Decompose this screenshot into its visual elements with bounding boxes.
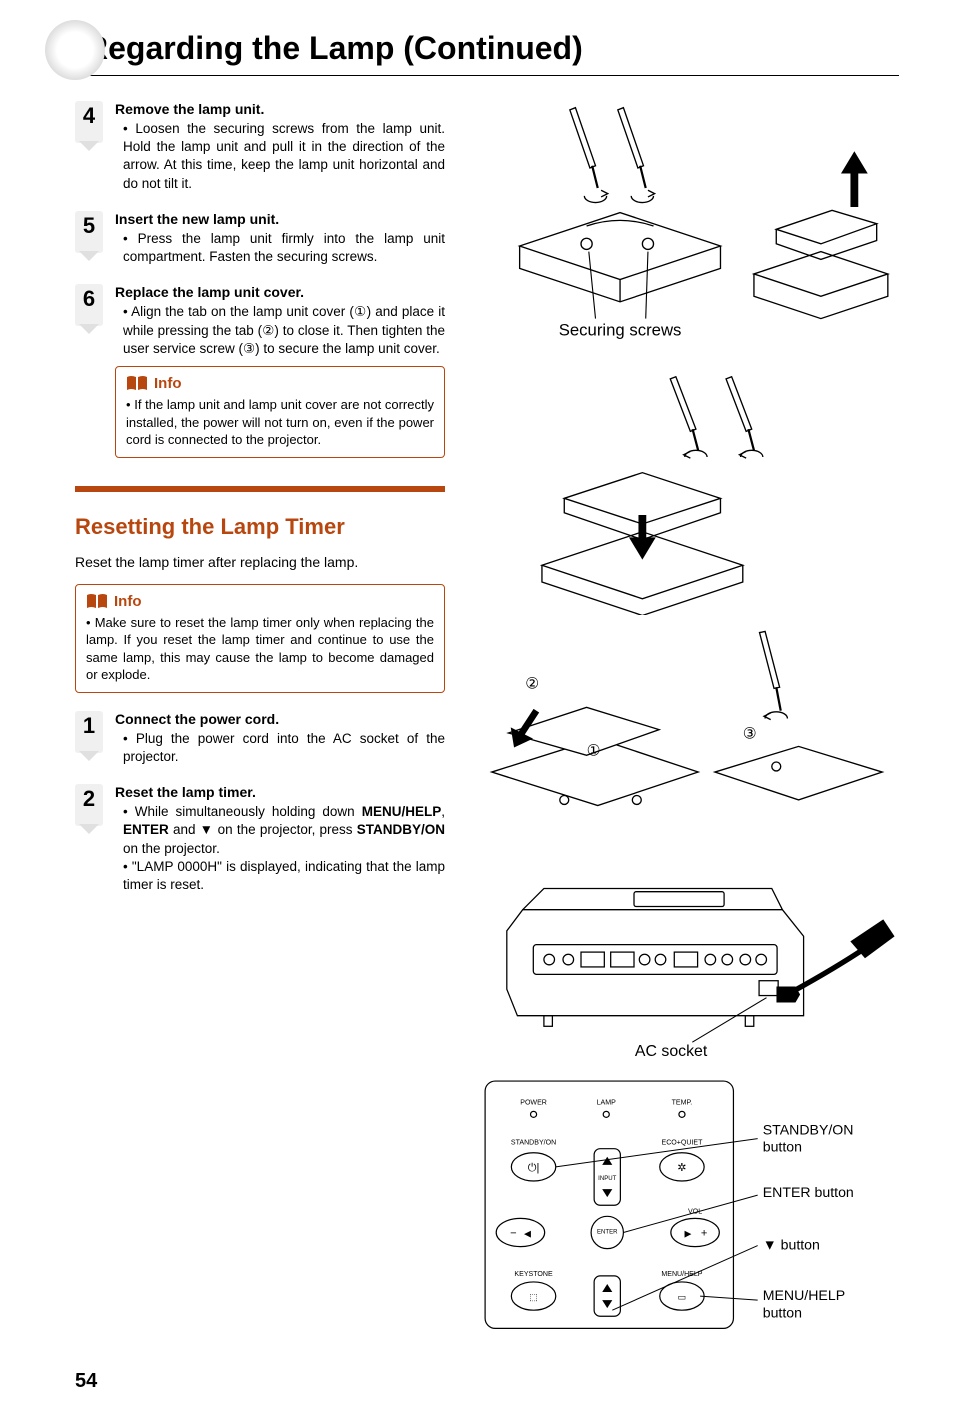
enter-callout: ENTER button	[763, 1184, 854, 1200]
info-label: Info	[114, 593, 142, 610]
circled-3: ③	[743, 726, 757, 743]
step-number: 4	[75, 101, 103, 143]
svg-text:▭: ▭	[678, 1292, 687, 1302]
info-body: If the lamp unit and lamp unit cover are…	[126, 396, 434, 449]
enter-label: ENTER	[597, 1229, 618, 1235]
step-6: 6 Replace the lamp unit cover. Align the…	[75, 284, 445, 457]
step-title: Connect the power cord.	[115, 711, 445, 727]
svg-text:◀: ◀	[524, 1228, 531, 1238]
section-intro: Reset the lamp timer after replacing the…	[75, 554, 445, 570]
figure-projector-rear: AC socket	[475, 862, 899, 1063]
temp-label: TEMP.	[672, 1099, 693, 1106]
step-body: Press the lamp unit firmly into the lamp…	[123, 230, 445, 266]
securing-screws-label: Securing screws	[559, 320, 682, 339]
book-icon	[126, 375, 148, 391]
book-icon	[86, 593, 108, 609]
section-heading: Resetting the Lamp Timer	[75, 514, 445, 540]
circled-1: ①	[587, 742, 601, 759]
step-number: 2	[75, 784, 103, 826]
svg-text:▶: ▶	[685, 1228, 692, 1238]
standby-callout: STANDBY/ONbutton	[763, 1121, 854, 1154]
step-4: 4 Remove the lamp unit. Loosen the secur…	[75, 101, 445, 193]
step-number: 5	[75, 211, 103, 253]
info-body: Make sure to reset the lamp timer only w…	[86, 614, 434, 684]
figure-control-panel: POWER LAMP TEMP. STANDBY/ON ECO+QUIET IN…	[475, 1076, 899, 1338]
eco-label: ECO+QUIET	[661, 1139, 703, 1146]
svg-text:−: −	[510, 1227, 516, 1239]
step-body-item: While simultaneously holding down MENU/H…	[123, 803, 445, 858]
menuhelp-label: MENU/HELP	[661, 1271, 702, 1278]
figure-insert-lamp	[475, 370, 899, 615]
section-divider	[75, 486, 445, 492]
svg-text:⬚: ⬚	[529, 1292, 538, 1302]
power-label: POWER	[520, 1099, 547, 1106]
svg-text:+: +	[701, 1227, 707, 1239]
menu-callout: MENU/HELPbutton	[763, 1287, 845, 1320]
corner-ornament	[40, 15, 110, 85]
svg-text:✲: ✲	[677, 1162, 686, 1174]
keystone-label: KEYSTONE	[514, 1271, 553, 1278]
down-callout: ▼ button	[763, 1236, 820, 1252]
step-title: Reset the lamp timer.	[115, 784, 445, 800]
step-body-item: "LAMP 0000H" is displayed, indicating th…	[123, 858, 445, 894]
lamp-label: LAMP	[597, 1099, 616, 1106]
input-label: INPUT	[598, 1176, 616, 1182]
info-box-2: Info Make sure to reset the lamp timer o…	[75, 584, 445, 693]
step-title: Remove the lamp unit.	[115, 101, 445, 117]
step-title: Replace the lamp unit cover.	[115, 284, 445, 300]
info-label: Info	[154, 375, 182, 392]
step-body: Plug the power cord into the AC socket o…	[123, 730, 445, 766]
step-5: 5 Insert the new lamp unit. Press the la…	[75, 211, 445, 266]
step-1: 1 Connect the power cord. Plug the power…	[75, 711, 445, 766]
step-2: 2 Reset the lamp timer. While simultaneo…	[75, 784, 445, 894]
svg-text:⏻|: ⏻|	[528, 1162, 540, 1174]
step-title: Insert the new lamp unit.	[115, 211, 445, 227]
step-body: Loosen the securing screws from the lamp…	[123, 120, 445, 193]
ac-socket-label: AC socket	[635, 1043, 708, 1060]
figure-remove-lamp: Securing screws	[475, 101, 899, 358]
page-number: 54	[75, 1370, 899, 1393]
step-number: 1	[75, 711, 103, 753]
step-body: Align the tab on the lamp unit cover (①)…	[123, 303, 445, 358]
info-box-1: Info If the lamp unit and lamp unit cove…	[115, 366, 445, 458]
standbyon-label: STANDBY/ON	[511, 1139, 556, 1146]
figure-replace-cover: ② ① ③	[475, 627, 899, 850]
page-title: Regarding the Lamp (Continued)	[85, 30, 899, 67]
circled-2: ②	[525, 675, 539, 692]
step-number: 6	[75, 284, 103, 326]
title-rule	[85, 75, 899, 76]
